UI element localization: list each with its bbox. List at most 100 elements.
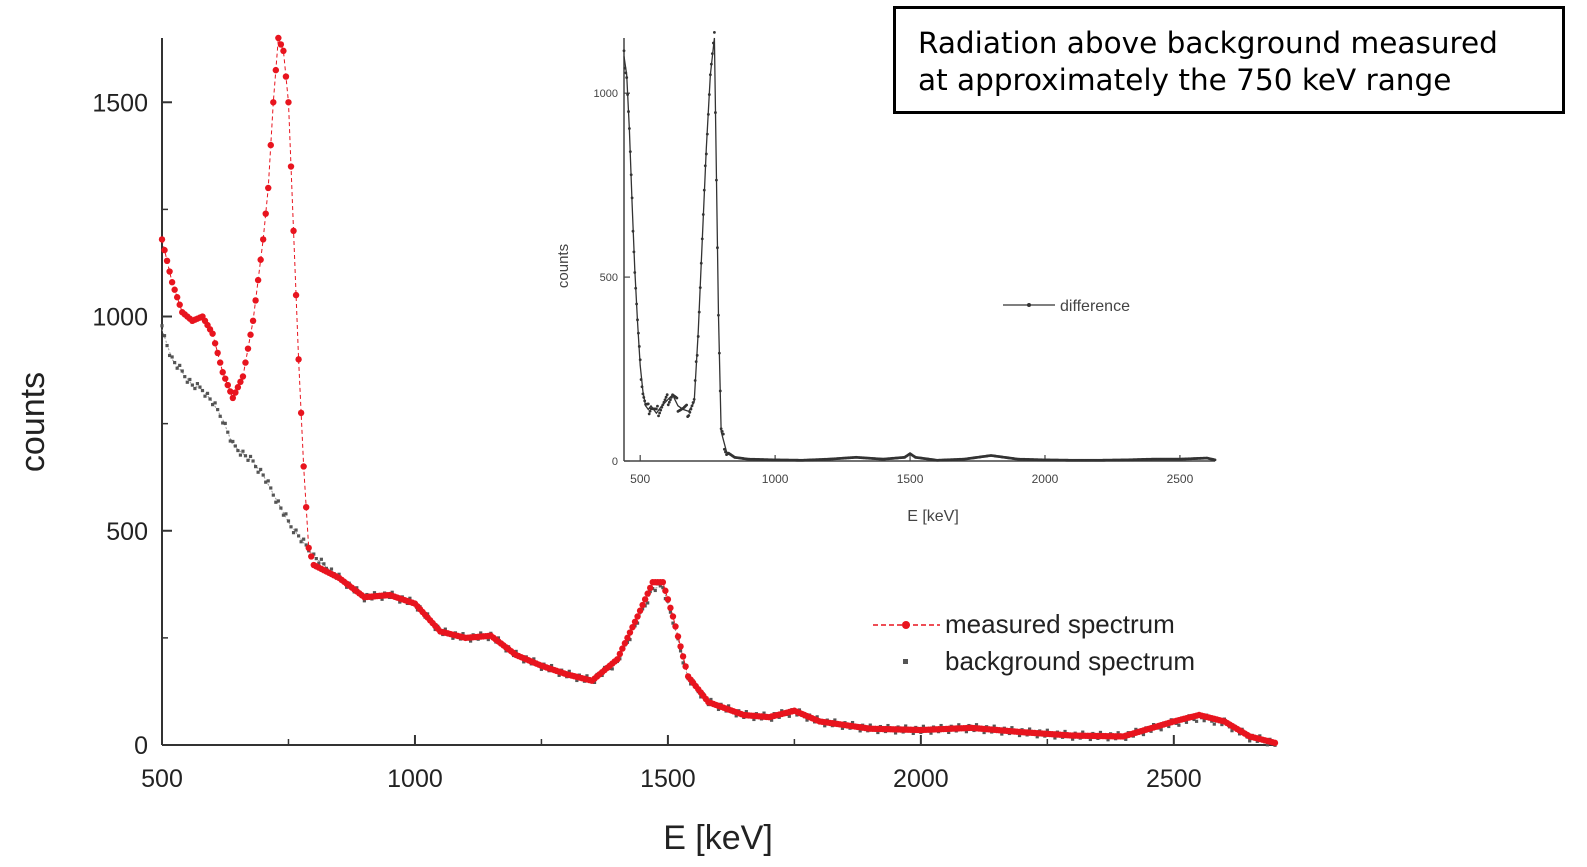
- difference-point: [656, 404, 659, 408]
- background-point: [1063, 729, 1067, 734]
- measured-point: [247, 331, 254, 338]
- measured-point: [171, 286, 178, 293]
- measured-point: [161, 246, 168, 254]
- background-point: [208, 397, 212, 401]
- background-point: [1265, 743, 1270, 747]
- background-point: [1230, 729, 1234, 733]
- measured-point: [229, 394, 237, 402]
- background-point: [216, 407, 220, 412]
- difference-point: [622, 49, 626, 53]
- background-point: [165, 343, 169, 348]
- main-x-tick-label: 2000: [893, 765, 949, 793]
- difference-point: [631, 229, 635, 233]
- measured-point: [259, 236, 267, 243]
- main-y-tick-label: 1000: [92, 304, 148, 332]
- background-point: [858, 729, 862, 733]
- difference-point: [646, 402, 650, 406]
- background-point: [193, 386, 197, 391]
- background-point: [299, 540, 303, 544]
- background-point: [312, 552, 316, 556]
- series-difference: [622, 31, 1217, 462]
- measured-point: [163, 257, 171, 265]
- measured-point: [674, 633, 682, 640]
- background-point: [398, 600, 402, 604]
- measured-point: [619, 645, 626, 652]
- difference-point: [664, 395, 668, 399]
- measured-point: [677, 643, 684, 650]
- measured-point: [295, 356, 302, 363]
- background-point: [671, 621, 675, 625]
- measured-point: [636, 607, 644, 614]
- background-point: [648, 589, 652, 594]
- measured-point: [270, 99, 277, 106]
- background-point: [266, 479, 270, 483]
- difference-point: [694, 360, 698, 364]
- measured-point: [682, 663, 689, 670]
- inset-legend: difference: [1003, 298, 1130, 315]
- background-point: [276, 499, 280, 503]
- background-point: [256, 470, 260, 474]
- background-point: [1106, 738, 1110, 742]
- measured-point: [224, 381, 231, 389]
- difference-point: [693, 379, 697, 382]
- inset-x-axis-title: E [keV]: [907, 508, 959, 525]
- background-point: [549, 663, 554, 668]
- background-point: [805, 718, 809, 722]
- legend-label-difference: difference: [1060, 298, 1130, 315]
- background-point: [974, 723, 979, 727]
- background-point: [557, 673, 561, 677]
- main-x-tick-label: 500: [141, 765, 183, 793]
- inset-x-tick-label: 2500: [1167, 472, 1194, 486]
- background-point: [833, 718, 837, 722]
- background-point: [314, 557, 318, 561]
- difference-point: [685, 403, 689, 407]
- measured-point: [257, 256, 264, 263]
- background-point: [170, 355, 174, 359]
- inset-y-tick-label: 500: [600, 272, 618, 284]
- background-point: [1098, 730, 1103, 735]
- measured-point: [626, 629, 634, 636]
- main-axes: 500 1000 1500 2000 2500 0 500 1000 1500: [92, 38, 1275, 793]
- background-point: [1071, 737, 1075, 741]
- background-point: [173, 360, 177, 365]
- measured-point: [659, 578, 667, 586]
- background-point: [787, 714, 791, 718]
- measured-point: [267, 141, 274, 149]
- background-point: [251, 459, 255, 463]
- background-point: [653, 588, 657, 593]
- difference-point: [717, 351, 721, 355]
- background-point: [868, 723, 872, 727]
- inset-y-tick-label: 0: [612, 456, 618, 468]
- measured-point: [211, 340, 219, 347]
- measured-point: [634, 613, 641, 620]
- background-point: [195, 382, 200, 386]
- difference-point: [708, 73, 712, 77]
- difference-point: [690, 404, 694, 408]
- difference-point: [716, 246, 719, 250]
- measured-point: [639, 601, 646, 609]
- difference-point: [709, 62, 713, 66]
- difference-point: [654, 407, 658, 411]
- background-point: [479, 631, 483, 635]
- difference-point: [697, 310, 701, 314]
- background-point: [213, 401, 217, 405]
- measured-point: [644, 590, 651, 597]
- background-point: [228, 439, 232, 443]
- difference-point: [703, 164, 707, 168]
- difference-point: [715, 178, 718, 182]
- difference-point: [640, 385, 644, 389]
- measured-point: [631, 618, 639, 626]
- measured-point: [219, 369, 226, 376]
- difference-point: [647, 412, 651, 416]
- difference-point: [687, 414, 691, 417]
- background-point: [709, 697, 713, 702]
- background-point: [296, 534, 301, 538]
- background-point: [1000, 732, 1004, 736]
- measured-point: [244, 345, 252, 352]
- difference-point: [696, 335, 700, 338]
- legend-marker-background: [903, 659, 908, 664]
- background-point: [646, 601, 650, 605]
- background-point: [329, 567, 334, 571]
- measured-point: [262, 210, 269, 217]
- difference-point: [657, 414, 660, 418]
